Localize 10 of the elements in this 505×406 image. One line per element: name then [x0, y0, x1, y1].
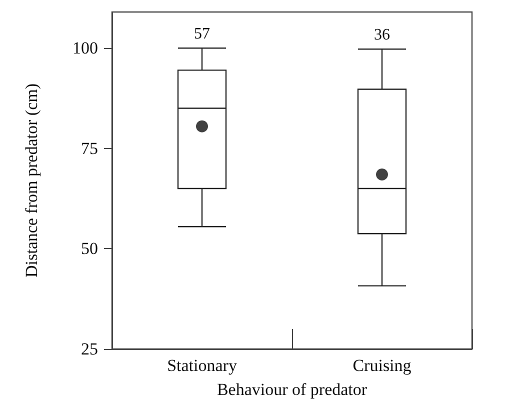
y-tick-label: 25	[81, 340, 98, 358]
y-axis-title: Distance from predator (cm)	[22, 84, 41, 278]
x-tick-label: Stationary	[167, 356, 238, 375]
x-tick-label: Cruising	[352, 356, 412, 375]
annotation: 57	[194, 26, 210, 43]
y-tick-label: 50	[81, 239, 98, 258]
annotation: 36	[374, 26, 390, 44]
y-tick-label: 75	[81, 138, 98, 158]
y-tick-label: 100	[72, 38, 98, 58]
x-axis-title: Behaviour of predator	[216, 380, 368, 399]
